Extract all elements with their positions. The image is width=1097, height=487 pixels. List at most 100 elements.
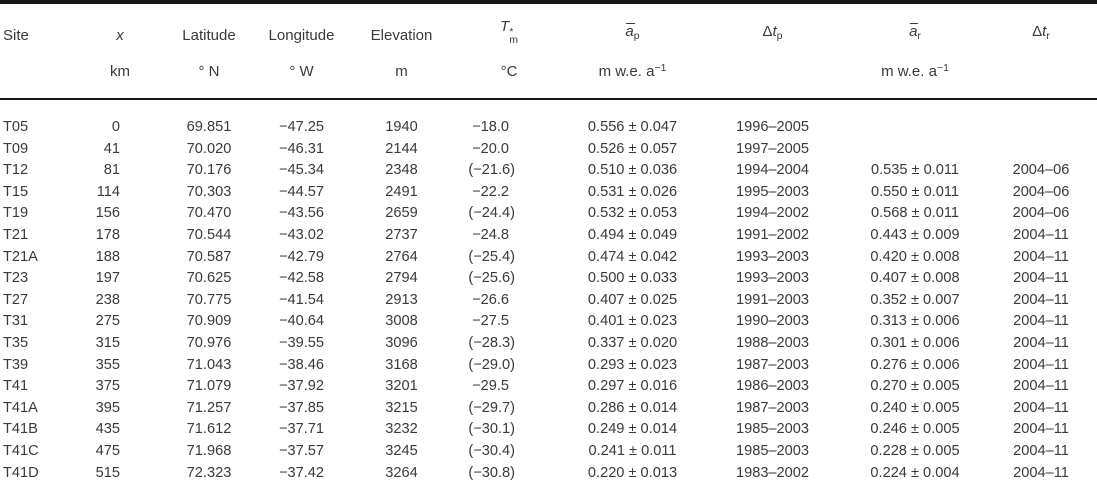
- cell-elevation: 2764: [385, 248, 418, 265]
- cell-dtp: 1983–2002: [735, 464, 810, 481]
- header-unit-row: km ° N ° W m °C m w.e. a−1 m w.e. a−1: [0, 46, 1097, 99]
- cell-dtp: 1996–2005: [735, 119, 810, 135]
- cell-dtp: 1991–2002: [735, 226, 810, 243]
- cell-ap: 0.241 ± 0.011: [588, 442, 677, 459]
- cell-dtr: 2004–11: [1013, 356, 1069, 373]
- cell-latitude: 70.587: [186, 248, 232, 265]
- header-ar-symbol: a: [909, 23, 919, 40]
- header-ap-symbol: a: [625, 23, 636, 40]
- cell-tm: (−24.4): [468, 205, 515, 222]
- cell-dtp: 1985–2003: [735, 421, 810, 438]
- cell-dtp: 1987–2003: [735, 399, 810, 416]
- cell-dtr: 2004–11: [1013, 291, 1069, 308]
- column-header-x: x: [75, 2, 165, 46]
- cell-ar: 0.228 ± 0.005: [870, 442, 960, 459]
- cell-dtp: 1991–2003: [735, 291, 810, 308]
- cell-ap: 0.337 ± 0.020: [587, 334, 678, 351]
- cell-ap: 0.532 ± 0.053: [587, 205, 678, 222]
- table-row: T05 0 69.851 −47.25 1940 −18.0 0.556 ± 0.047 19…: [0, 99, 1097, 139]
- cell-dtp: 1995–2003: [735, 183, 810, 200]
- header-ap-subscript: p: [633, 30, 640, 42]
- cell-tm: −29.5: [472, 378, 509, 395]
- cell-tm: (−28.3): [468, 334, 515, 351]
- header-dtp-delta: Δ: [762, 23, 773, 40]
- cell-latitude: 70.625: [186, 270, 232, 287]
- cell-ap: 0.286 ± 0.014: [587, 399, 678, 416]
- cell-latitude: 70.176: [186, 162, 232, 179]
- cell-site: T15: [3, 183, 29, 200]
- cell-ar: [845, 139, 985, 161]
- cell-dtr: 2004–11: [1013, 248, 1069, 265]
- header-elevation-label: Elevation: [370, 27, 433, 44]
- cell-latitude: 71.257: [186, 399, 232, 416]
- cell-longitude: −43.02: [278, 226, 325, 243]
- cell-site: T31: [3, 313, 29, 330]
- cell-dtp: 1986–2003: [735, 378, 810, 395]
- cell-ap: 0.474 ± 0.042: [587, 248, 678, 265]
- cell-tm: (−30.1): [468, 421, 515, 438]
- cell-elevation: 2491: [385, 183, 418, 200]
- cell-elevation: 2913: [385, 291, 418, 308]
- table-row: T35 315 70.976 −39.55 3096 (−28.3) 0.337 ± 0.0…: [0, 333, 1097, 355]
- cell-ar: 0.420 ± 0.008: [870, 248, 960, 265]
- cell-dtr: 2004–11: [1013, 464, 1069, 481]
- cell-tm: (−25.4): [468, 248, 515, 265]
- cell-dtr: 2004–11: [1013, 334, 1069, 351]
- cell-latitude: 71.968: [186, 442, 232, 459]
- cell-ar: 0.224 ± 0.004: [870, 464, 960, 481]
- cell-site: T19: [3, 205, 29, 222]
- unit-site: [0, 46, 75, 99]
- column-header-longitude: Longitude: [253, 2, 350, 46]
- table-row: T41A 395 71.257 −37.85 3215 (−29.7) 0.286 ± 0.…: [0, 398, 1097, 420]
- table-row: T41D 515 72.323 −37.42 3264 (−30.8) 0.220 ± 0.…: [0, 463, 1097, 487]
- cell-ar: 0.407 ± 0.008: [870, 270, 960, 287]
- table-row: T21A 188 70.587 −42.79 2764 (−25.4) 0.474 ± 0.…: [0, 247, 1097, 269]
- cell-dtr: 2004–11: [1013, 378, 1069, 395]
- table-row: T31 275 70.909 −40.64 3008 −27.5 0.401 ± 0.023…: [0, 311, 1097, 333]
- cell-elevation: 1940: [385, 119, 418, 135]
- cell-longitude: −46.31: [278, 140, 325, 157]
- cell-site: T12: [3, 162, 29, 179]
- header-label-row: Site x Latitude Longitude Elevation T * m …: [0, 2, 1097, 46]
- cell-dtr: 2004–06: [1012, 162, 1070, 179]
- cell-elevation: 3201: [385, 378, 418, 395]
- cell-x: 197: [95, 270, 120, 287]
- table-row: T41B 435 71.612 −37.71 3232 (−30.1) 0.249 ± 0.…: [0, 419, 1097, 441]
- cell-dtr: 2004–11: [1013, 226, 1069, 243]
- unit-ar: m w.e. a−1: [881, 62, 949, 80]
- cell-tm: (−29.0): [468, 356, 515, 373]
- cell-ar: 0.276 ± 0.006: [870, 356, 960, 373]
- cell-dtr: 2004–11: [1013, 313, 1069, 330]
- cell-site: T39: [3, 356, 29, 373]
- table-row: T41C 475 71.968 −37.57 3245 (−30.4) 0.241 ± 0.…: [0, 441, 1097, 463]
- cell-tm: (−30.4): [468, 442, 515, 459]
- unit-ap: m w.e. a−1: [598, 62, 667, 80]
- unit-tm: °C: [500, 63, 518, 80]
- column-header-site: Site: [0, 2, 75, 46]
- cell-ar: 0.246 ± 0.005: [870, 421, 960, 438]
- cell-latitude: 72.323: [186, 464, 232, 481]
- cell-x: 275: [95, 313, 120, 330]
- unit-dtr: [985, 46, 1097, 99]
- header-ar-subscript: r: [917, 30, 921, 42]
- table-row: T19 156 70.470 −43.56 2659 (−24.4) 0.532 ± 0.0…: [0, 203, 1097, 225]
- cell-latitude: 70.020: [186, 140, 232, 157]
- cell-dtr: 2004–06: [1012, 205, 1070, 222]
- unit-elevation: m: [395, 63, 408, 80]
- column-header-dtr: Δtr: [985, 2, 1097, 46]
- cell-latitude: 71.612: [186, 421, 232, 438]
- cell-tm: −27.5: [472, 313, 509, 330]
- cell-ap: 0.510 ± 0.036: [587, 162, 678, 179]
- cell-longitude: −44.57: [278, 183, 325, 200]
- cell-ar: 0.550 ± 0.011: [870, 183, 960, 200]
- cell-tm: −26.6: [472, 291, 509, 308]
- cell-longitude: −42.58: [278, 270, 325, 287]
- cell-longitude: −37.42: [278, 464, 325, 481]
- cell-longitude: −38.46: [278, 356, 325, 373]
- cell-elevation: 2659: [385, 205, 418, 222]
- cell-latitude: 70.470: [186, 205, 232, 222]
- cell-ar: 0.568 ± 0.011: [870, 205, 960, 222]
- cell-elevation: 2737: [385, 226, 418, 243]
- cell-latitude: 71.079: [186, 378, 232, 395]
